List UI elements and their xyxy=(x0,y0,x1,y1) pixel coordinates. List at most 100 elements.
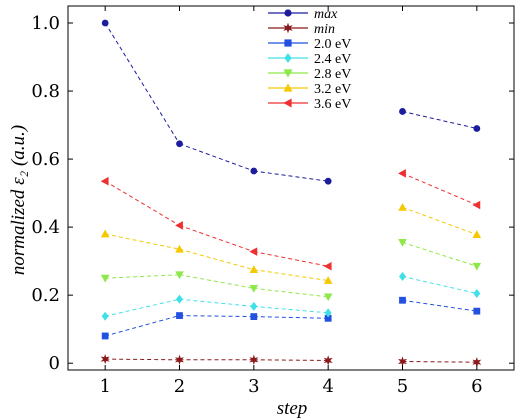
x-tick-label: 6 xyxy=(471,376,482,397)
data-point xyxy=(250,167,258,175)
series-line-segment xyxy=(104,22,180,145)
x-tick-label: 4 xyxy=(322,376,333,397)
series-line-segment xyxy=(402,299,477,312)
data-point xyxy=(250,301,258,311)
legend-label: 2.8 eV xyxy=(314,67,351,82)
series-line-segment xyxy=(179,298,254,307)
legend-label: 2.4 eV xyxy=(314,52,351,67)
data-point xyxy=(101,19,109,27)
data-point xyxy=(323,355,333,366)
series-line-segment xyxy=(402,360,477,363)
data-point xyxy=(324,308,332,318)
series-3_2-eV xyxy=(100,202,482,284)
series-line-segment xyxy=(105,358,180,361)
data-point xyxy=(398,169,406,178)
data-point xyxy=(283,69,293,78)
plot-frame xyxy=(67,5,515,371)
series-line-segment xyxy=(105,233,180,250)
data-point xyxy=(100,176,109,186)
series-line-segment xyxy=(105,315,180,337)
data-point xyxy=(472,200,481,210)
legend-entry: 3.6 eV xyxy=(268,97,351,112)
series-line-segment xyxy=(179,274,254,289)
series-layer xyxy=(100,19,482,368)
data-point xyxy=(399,108,406,115)
axes xyxy=(67,5,515,371)
series-line-segment xyxy=(402,206,478,236)
data-point xyxy=(100,353,110,365)
series-max xyxy=(101,19,481,185)
x-tick-label: 5 xyxy=(397,376,408,397)
data-point xyxy=(249,284,259,293)
data-point xyxy=(284,9,292,17)
legend-label: 2.0 eV xyxy=(314,37,351,52)
series-2_0-eV xyxy=(101,296,481,340)
series-line-segment xyxy=(179,248,254,271)
data-point xyxy=(175,271,184,280)
data-point xyxy=(249,265,259,274)
legend-entry: max xyxy=(268,7,338,22)
series-line-segment xyxy=(402,241,477,267)
series-line-segment xyxy=(253,316,329,319)
y-tick-label: 0.4 xyxy=(31,217,60,238)
data-point xyxy=(175,221,183,230)
legend-entry: min xyxy=(268,22,335,37)
data-point xyxy=(398,239,407,247)
series-line-segment xyxy=(402,172,478,206)
series-line-segment xyxy=(253,170,329,182)
data-point xyxy=(100,229,110,238)
legend-label: 3.2 eV xyxy=(314,82,351,97)
y-axis-label: normalized ε₂ (a.u.) xyxy=(8,125,29,275)
legend-entry: 3.2 eV xyxy=(268,82,351,97)
series-2_8-eV xyxy=(100,239,482,302)
y-tick-label: 0 xyxy=(49,353,60,374)
data-point xyxy=(175,354,184,365)
data-point xyxy=(284,53,292,63)
data-point xyxy=(176,312,183,319)
data-point xyxy=(398,271,407,282)
legend-entry: 2.4 eV xyxy=(268,52,351,67)
data-point xyxy=(284,39,292,47)
data-point xyxy=(101,311,109,321)
series-3_6-eV xyxy=(100,169,481,271)
x-axis-label: step xyxy=(277,398,308,419)
legend-entry: 2.0 eV xyxy=(268,37,351,52)
y-tick-label: 1.0 xyxy=(31,13,60,34)
series-line-segment xyxy=(253,305,329,314)
data-point xyxy=(175,294,184,304)
data-point xyxy=(324,177,332,185)
data-point xyxy=(473,125,481,132)
data-point xyxy=(473,307,481,315)
x-tick-label: 2 xyxy=(174,376,185,397)
series-line-segment xyxy=(253,359,329,361)
data-point xyxy=(249,354,259,365)
series-line-segment xyxy=(179,143,255,172)
series-min xyxy=(100,353,482,368)
series-line-segment xyxy=(179,224,254,253)
y-tick-label: 0.2 xyxy=(31,285,60,306)
series-line-segment xyxy=(104,180,180,226)
data-point xyxy=(249,247,258,256)
data-point xyxy=(101,332,109,340)
data-point xyxy=(323,276,333,284)
x-tick-label: 1 xyxy=(99,376,110,397)
series-line-segment xyxy=(105,274,180,279)
data-point xyxy=(323,261,332,271)
data-point xyxy=(399,296,406,304)
series-line-segment xyxy=(253,251,329,267)
data-point xyxy=(323,293,333,302)
series-line-segment xyxy=(402,110,477,129)
legend-label: min xyxy=(314,22,335,37)
data-point xyxy=(472,230,482,239)
data-point xyxy=(283,83,293,92)
ticks-layer: 1 2 3 4 5 6 0 0.2 0.4 0.6 0.8 1.0 xyxy=(31,6,514,397)
legend-label: max xyxy=(314,7,338,22)
data-point xyxy=(283,22,293,34)
series-line-segment xyxy=(105,298,180,317)
data-point xyxy=(473,288,481,299)
y-tick-label: 0.8 xyxy=(31,81,60,102)
data-point xyxy=(283,98,292,108)
series-line-segment xyxy=(179,315,254,318)
